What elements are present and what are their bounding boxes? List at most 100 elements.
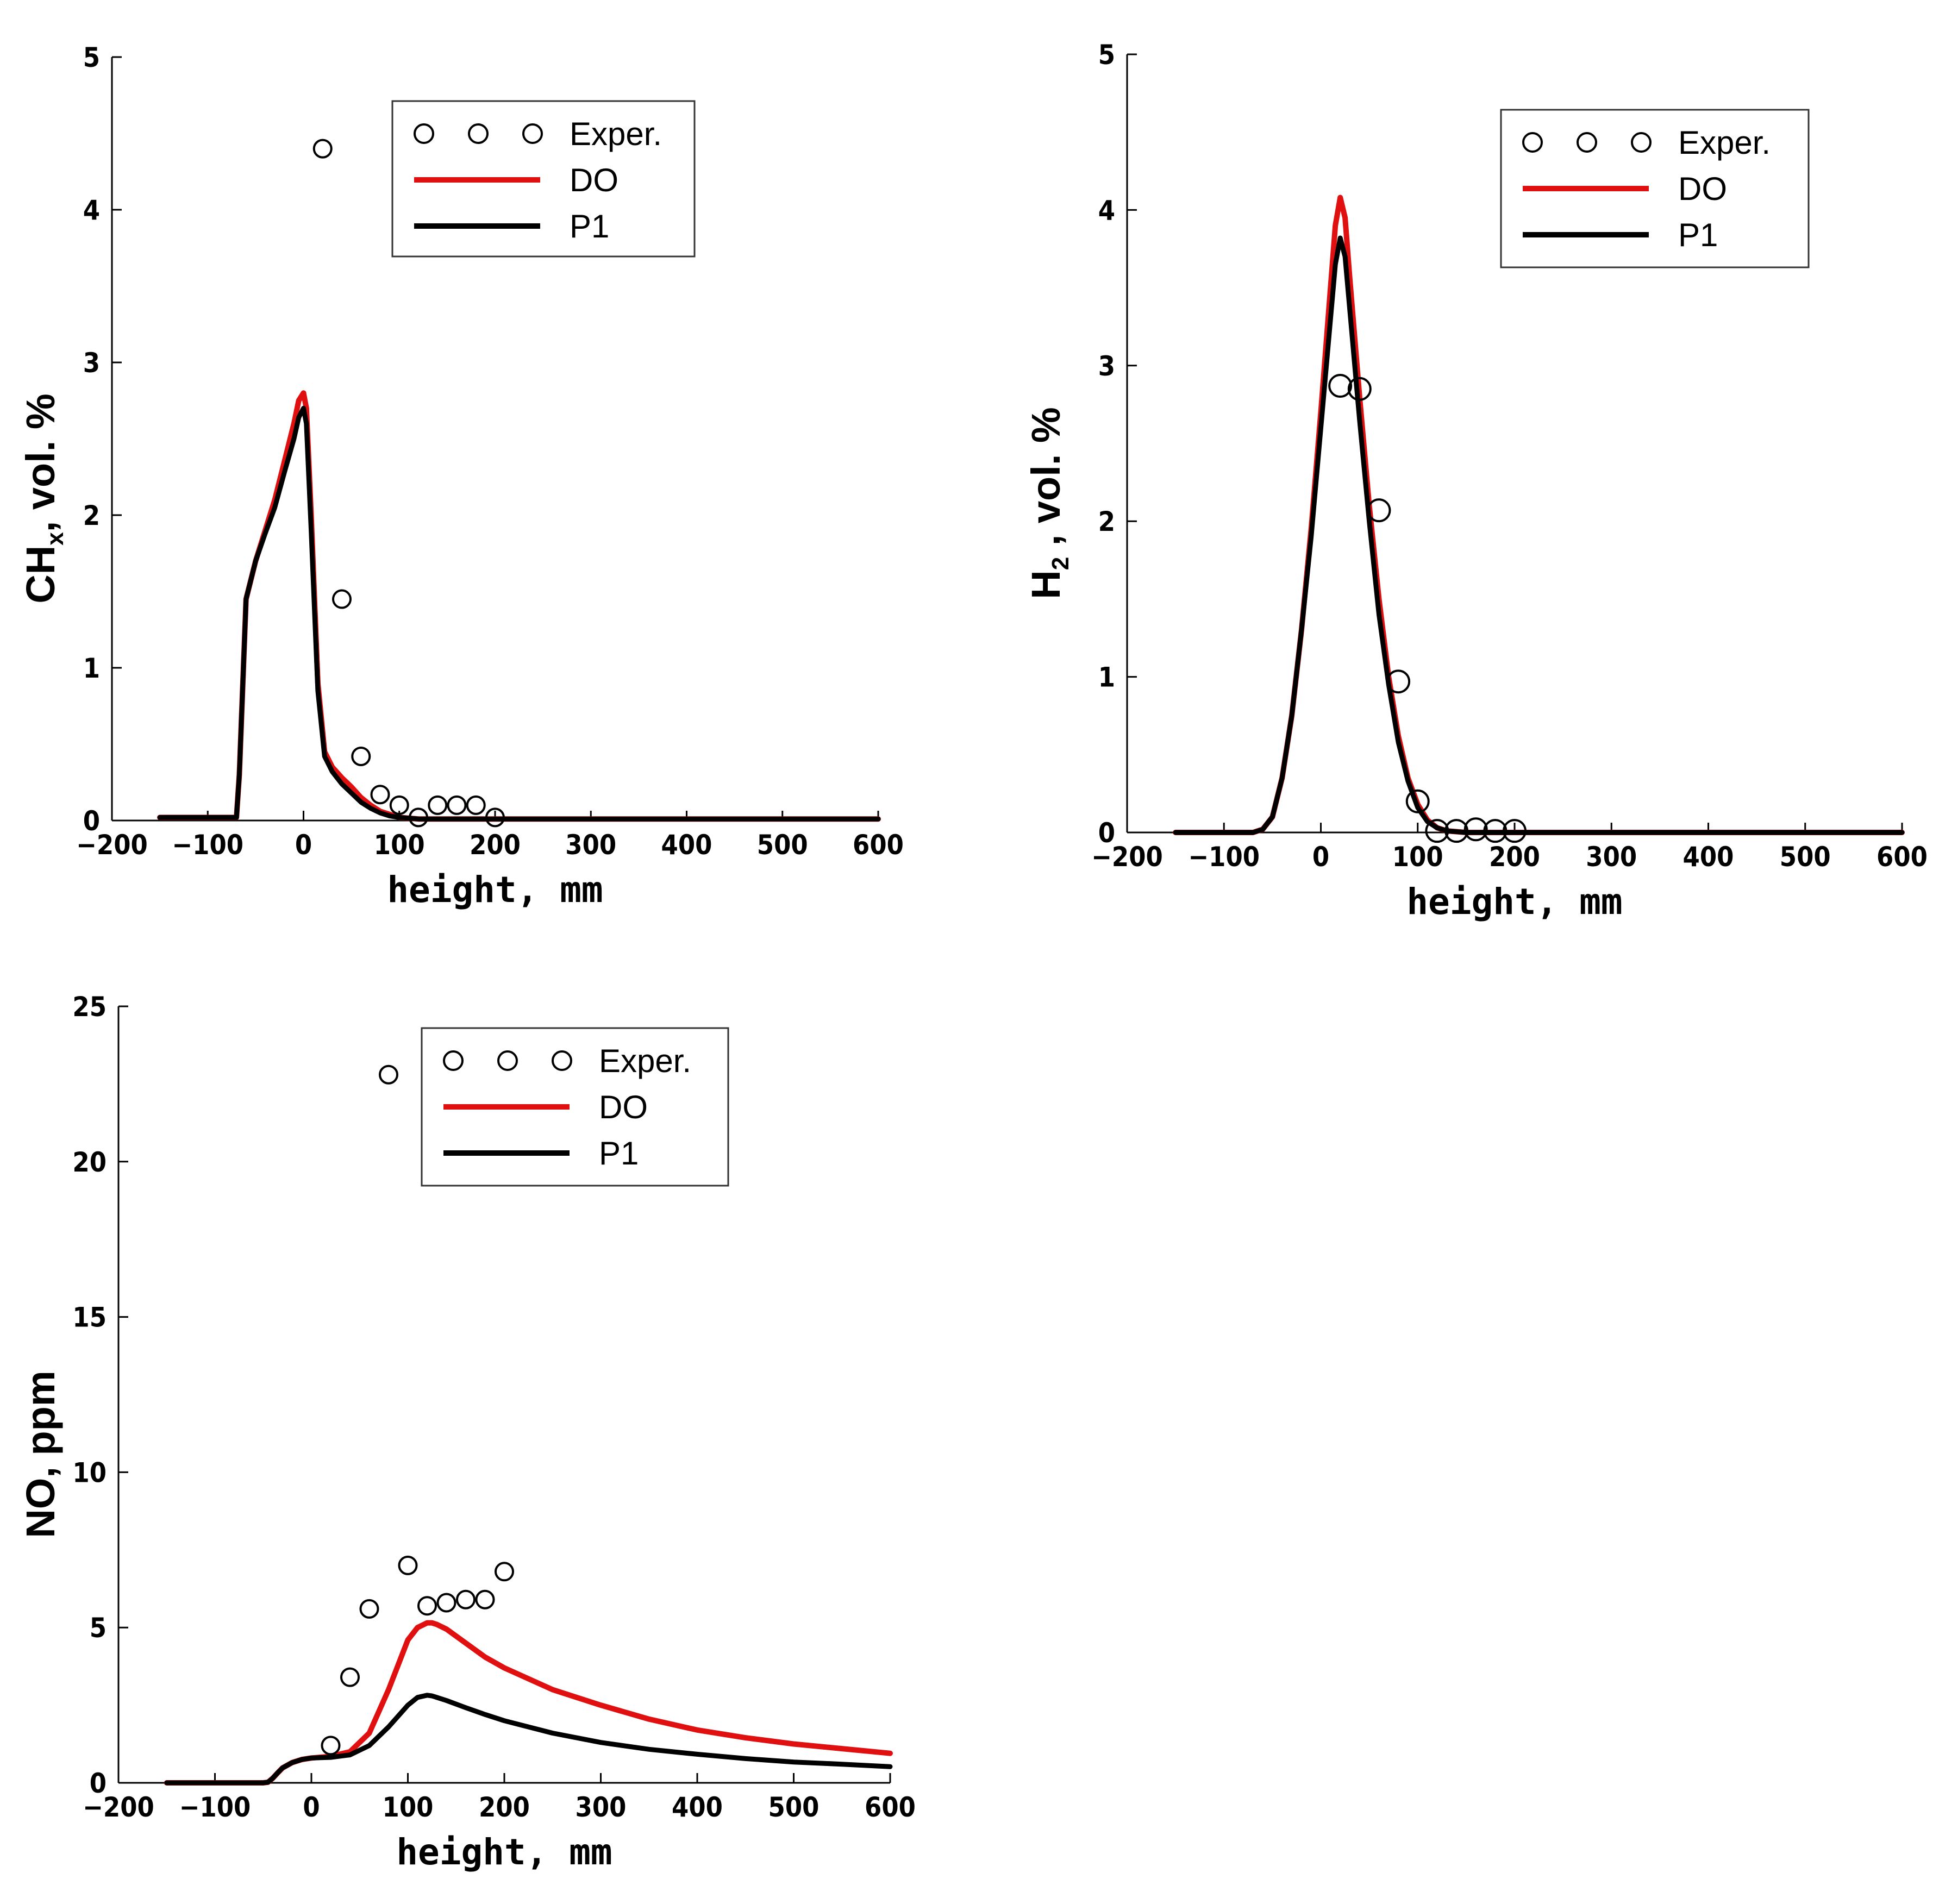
x-tick-label: −100	[172, 829, 243, 861]
series-line-p1	[164, 1693, 893, 1786]
x-tick-label: −100	[179, 1792, 251, 1823]
y-tick-label: 10	[72, 1457, 107, 1488]
y-tick-label: 2	[83, 500, 100, 531]
x-tick-label: −200	[76, 829, 148, 861]
data-point-exper	[370, 785, 390, 805]
legend-marker-exper	[443, 1050, 464, 1071]
legend-label: DO	[599, 1089, 648, 1125]
y-axis-label-sub: x	[42, 532, 68, 546]
x-tick-label: 200	[470, 829, 521, 861]
x-axis-label: height, mm	[387, 869, 603, 911]
y-tick-label: 3	[83, 347, 100, 379]
data-point-exper	[1463, 817, 1488, 842]
legend-label: Exper.	[599, 1043, 691, 1079]
data-point-exper	[436, 1593, 456, 1613]
y-tick-label: 0	[1098, 817, 1115, 849]
series-line-p1	[1173, 235, 1905, 835]
y-tick-label: 4	[83, 195, 100, 226]
data-point-exper	[389, 795, 409, 815]
data-point-exper	[398, 1555, 418, 1575]
data-point-exper	[495, 1562, 514, 1582]
x-tick-label: 500	[768, 1792, 820, 1823]
legend-label: P1	[1678, 217, 1718, 253]
series-line-do	[157, 390, 881, 822]
data-point-exper	[1405, 789, 1430, 813]
data-point-exper	[1483, 819, 1508, 843]
legend-marker-exper	[522, 123, 543, 144]
x-tick-label: 300	[576, 1792, 627, 1823]
y-tick-label: 1	[83, 653, 100, 684]
y-tick-label: 20	[72, 1147, 107, 1178]
legend-label: DO	[1678, 171, 1727, 207]
x-tick-label: 400	[672, 1792, 723, 1823]
x-tick-label: 200	[1489, 841, 1540, 873]
y-axis-label: H2 , vol. %	[1023, 407, 1074, 599]
x-tick-label: 100	[1392, 841, 1443, 873]
legend-marker-exper	[468, 123, 489, 144]
data-point-exper	[351, 746, 371, 766]
data-point-exper	[1444, 819, 1469, 843]
chart-h2: −200 −100 0 100 200 300 400 500 600 0 1 2 3 4 5 height,…	[1023, 39, 1928, 923]
y-axis-label: NO, ppm	[18, 1370, 63, 1538]
legend-label: DO	[570, 162, 618, 198]
x-tick-label: 0	[295, 829, 312, 861]
legend-marker-exper	[414, 123, 434, 144]
y-tick-label: 5	[90, 1612, 107, 1644]
x-axis-label: height, mm	[396, 1831, 612, 1873]
y-axis-label-sub: 2	[1047, 557, 1074, 570]
data-point-exper	[1425, 819, 1449, 843]
chart-no: −200 −100 0 100 200 300 400 500 600 0 5 10 15 20 25 hei…	[18, 991, 916, 1873]
legend-label: P1	[570, 208, 609, 245]
x-tick-label: 500	[757, 829, 808, 861]
y-tick-label: 5	[1098, 39, 1115, 71]
x-tick-label: 400	[661, 829, 712, 861]
legend-label: P1	[599, 1135, 639, 1172]
y-tick-label: 0	[83, 805, 100, 837]
data-point-exper	[428, 795, 448, 815]
y-axis-label-main: CH	[18, 546, 63, 604]
x-tick-label: 300	[565, 829, 616, 861]
y-tick-label: 15	[72, 1302, 107, 1333]
y-tick-label: 5	[83, 42, 100, 73]
data-point-exper	[312, 139, 333, 159]
y-tick-label: 1	[1098, 662, 1115, 693]
legend-marker-exper	[1631, 132, 1652, 153]
series-line-do	[1173, 195, 1905, 835]
legend-label: Exper.	[570, 116, 662, 152]
data-point-exper	[340, 1667, 360, 1687]
chart-chx: −200 −100 0 100 200 300 400 500 600 0 1 2 3 4 5 height,…	[18, 42, 904, 911]
data-point-exper	[456, 1589, 476, 1609]
data-point-exper	[359, 1599, 379, 1619]
y-tick-label: 2	[1098, 506, 1115, 537]
data-point-exper	[409, 807, 428, 828]
legend-marker-exper	[497, 1050, 518, 1071]
data-point-exper	[1347, 377, 1372, 401]
y-axis-label-main: NO, ppm	[18, 1370, 63, 1538]
x-tick-label: 600	[865, 1792, 916, 1823]
x-tick-label: −200	[1091, 841, 1163, 873]
data-point-exper	[485, 807, 505, 828]
legend-label: Exper.	[1678, 124, 1771, 161]
x-tick-label: 300	[1586, 841, 1637, 873]
x-tick-label: 600	[853, 829, 904, 861]
data-point-exper	[1367, 498, 1391, 523]
legend-marker-exper	[1577, 132, 1597, 153]
data-point-exper	[475, 1589, 495, 1609]
x-tick-label: 0	[303, 1792, 320, 1823]
x-tick-label: 500	[1780, 841, 1831, 873]
y-tick-label: 0	[90, 1768, 107, 1799]
y-axis-label: CHx, vol. %	[18, 393, 68, 603]
y-axis-label-rest: , vol. %	[1023, 407, 1068, 557]
data-point-exper	[321, 1736, 341, 1756]
x-tick-label: −100	[1188, 841, 1260, 873]
data-point-exper	[417, 1596, 437, 1616]
x-tick-label: 400	[1683, 841, 1734, 873]
y-tick-label: 25	[72, 991, 107, 1023]
x-axis-label: height, mm	[1406, 881, 1622, 923]
data-point-exper	[466, 795, 486, 815]
y-tick-label: 3	[1098, 350, 1115, 382]
x-tick-label: 600	[1877, 841, 1928, 873]
data-point-exper	[1328, 374, 1353, 398]
x-tick-label: 200	[479, 1792, 530, 1823]
data-point-exper	[332, 589, 352, 609]
